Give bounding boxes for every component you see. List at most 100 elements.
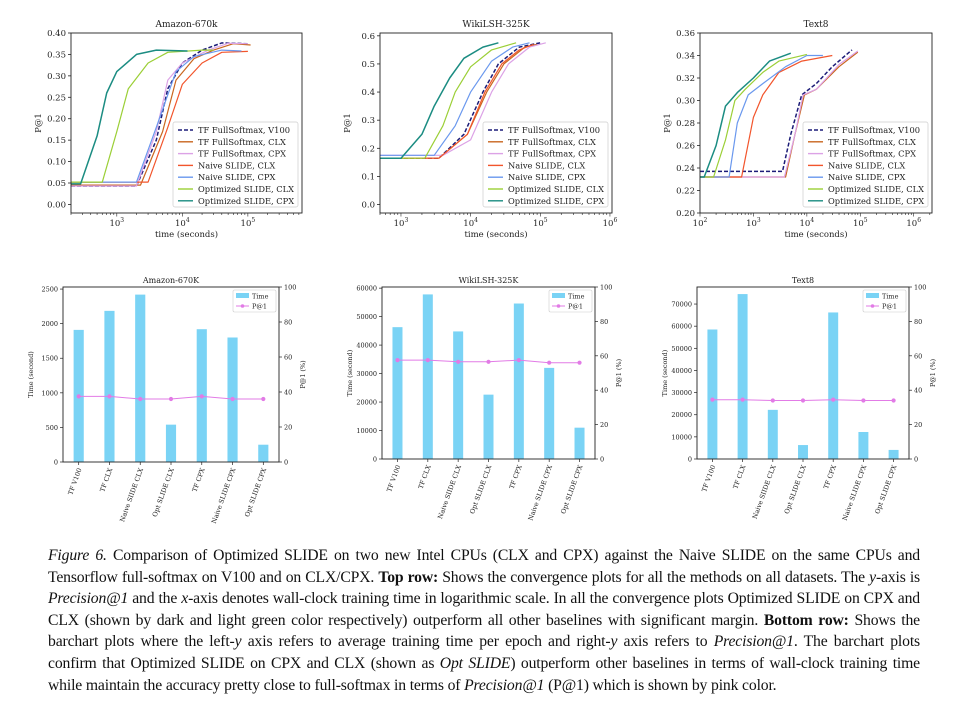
legend-label: Optimized SLIDE, CLX	[828, 184, 924, 194]
category-label: Opt SLIDE CLX	[151, 467, 176, 518]
y-tick-label: 50000	[671, 345, 692, 353]
series-line	[380, 42, 541, 159]
series-line	[700, 52, 792, 178]
y-tick-label: 0	[688, 456, 692, 464]
x-tick-base: 10	[906, 219, 917, 229]
caption-segment: Shows the barchart plots where the left-	[48, 611, 920, 651]
x-tick-label: 103	[746, 217, 761, 229]
y-tick-label: 30000	[671, 389, 692, 397]
y-tick-label: 0.2	[361, 144, 375, 154]
category-label: Naive SIIDE CLX	[751, 464, 778, 520]
y-tick-label: 2500	[41, 286, 58, 294]
legend-label: TF FullSoftmax, CLX	[828, 137, 916, 147]
y2-tick-label: 20	[914, 421, 922, 429]
plot-frame	[379, 32, 613, 214]
y-tick-label: 0.15	[47, 136, 66, 146]
y-tick-label: 0	[373, 456, 377, 464]
y2-tick-label: 60	[914, 352, 922, 360]
caption-segment: Shows the convergence plots for all the …	[438, 568, 870, 586]
category-label: Naive SLIDE CPX	[841, 464, 869, 522]
chart-title: Amazon-670k	[154, 20, 218, 30]
y2-tick-label: 40	[914, 387, 922, 395]
caption-segment: and the	[128, 590, 182, 608]
caption-segment: -axis denotes wall-clock training time i…	[48, 590, 920, 629]
x-tick-base: 10	[746, 219, 757, 229]
series-line	[71, 43, 251, 186]
legend: TF FullSoftmax, V100 TF FullSoftmax, CLX T…	[172, 121, 299, 208]
p1-marker	[76, 394, 81, 399]
p1-marker	[516, 358, 521, 363]
legend-label: Optimized SLIDE, CPX	[198, 196, 294, 206]
caption-segment: . The barchart plots confirm that Optimi…	[48, 633, 921, 672]
legend-swatch-marker	[240, 304, 245, 308]
time-bar	[453, 331, 464, 459]
y-tick-label: 0.24	[676, 164, 695, 174]
plot-frame	[699, 32, 933, 214]
p1-marker	[770, 398, 775, 403]
y-axis-label: Time (second)	[661, 349, 669, 396]
p1-marker	[395, 358, 400, 363]
x-tick-base: 10	[394, 219, 405, 229]
legend-label: P@1	[568, 303, 583, 311]
y2-tick-label: 40	[284, 389, 292, 397]
series-line	[380, 42, 530, 156]
y-tick-label: 0.36	[676, 29, 695, 39]
p1-marker	[800, 398, 806, 403]
legend-label: Naive SLIDE, CPX	[198, 172, 275, 182]
y-tick-label: 0.20	[676, 209, 695, 219]
p1-marker	[577, 360, 582, 365]
legend-box	[172, 121, 299, 208]
x-tick-exponent: 4	[810, 217, 814, 224]
legend-label: Optimized SLIDE, CLX	[508, 184, 604, 194]
series-line	[71, 49, 188, 185]
y2-tick-label: 20	[600, 421, 608, 429]
legend-label: TF FullSoftmax, CPX	[508, 149, 596, 159]
time-bar	[483, 394, 494, 459]
x-tick-label: 103	[109, 217, 124, 229]
p1-marker	[425, 358, 430, 363]
legend-label: TF FullSoftmax, V100	[828, 125, 920, 135]
y-axis-label: P@1	[343, 113, 353, 133]
x-tick-exponent: 2	[704, 217, 708, 224]
p1-marker	[199, 394, 204, 399]
time-bar	[392, 327, 403, 459]
category-label: Naive SLIDE CPX	[210, 467, 238, 525]
x-tick-exponent: 5	[864, 217, 868, 224]
legend-label: TF FullSoftmax, CPX	[828, 149, 916, 159]
series-line	[71, 49, 214, 183]
y-tick-label: 0.26	[676, 142, 695, 152]
x-tick-exponent: 3	[120, 217, 124, 224]
caption-segment: ) outperform other baselines in terms of…	[48, 654, 920, 694]
y2-tick-label: 20	[284, 424, 292, 432]
time-bar	[707, 329, 718, 459]
y-tick-label: 20000	[356, 399, 377, 407]
legend: TF FullSoftmax, V100 TF FullSoftmax, CLX T…	[482, 121, 609, 208]
category-label: TF CPX	[508, 464, 524, 490]
x-axis-label: time (seconds)	[464, 229, 527, 240]
plot-frame	[696, 286, 910, 460]
category-label: Naive SLIDE CPX	[527, 464, 555, 522]
legend: Time P@1	[232, 289, 277, 313]
series-line	[700, 54, 833, 178]
caption-segment: Figure 6.	[48, 547, 107, 564]
y2-tick-label: 100	[600, 284, 612, 292]
legend-label: Naive SLIDE, CPX	[508, 172, 585, 182]
legend-swatch-marker	[556, 304, 561, 308]
y2-tick-label: 0	[600, 456, 604, 464]
chart-title: Text8	[792, 276, 814, 285]
x-tick-exponent: 3	[757, 217, 761, 224]
caption-segment: y	[234, 633, 242, 651]
x-tick-base: 10	[463, 219, 474, 229]
legend-box	[802, 121, 929, 208]
time-bar	[888, 449, 899, 459]
caption-segment: Comparison of Optimized SLIDE on two new…	[48, 547, 920, 586]
category-label: Opt SLIDE CPX	[243, 467, 268, 518]
y-tick-label: 0.5	[361, 60, 375, 70]
x-tick-base: 10	[241, 219, 252, 229]
barchart-plot: WikiLSH-325K 0 10000 20000 30000 40000 50000 60…	[346, 276, 623, 522]
legend-label: Naive SLIDE, CLX	[198, 160, 275, 170]
x-tick-exponent: 3	[404, 217, 408, 224]
legend-label: Naive SLIDE, CLX	[828, 160, 905, 170]
caption-segment: axis refers to	[617, 633, 714, 651]
p1-marker	[107, 394, 112, 399]
